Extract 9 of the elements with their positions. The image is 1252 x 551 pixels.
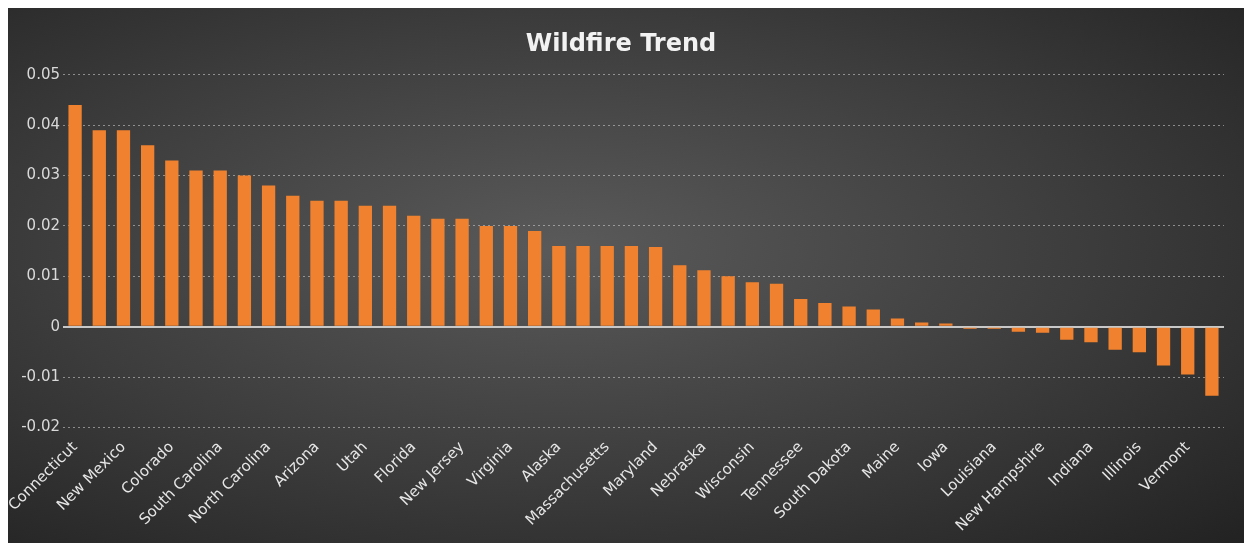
chart-title: Wildfire Trend (525, 28, 717, 57)
y-tick-label: 0.03 (26, 165, 60, 184)
y-tick-label: -0.01 (21, 366, 60, 385)
y-tick-label: 0.05 (26, 64, 60, 83)
y-tick-label: 0.04 (26, 115, 60, 134)
y-tick-label: 0 (50, 316, 60, 335)
y-tick-label: -0.02 (21, 417, 60, 436)
y-tick-label: 0.01 (26, 266, 60, 285)
y-tick-label: 0.02 (26, 215, 60, 234)
